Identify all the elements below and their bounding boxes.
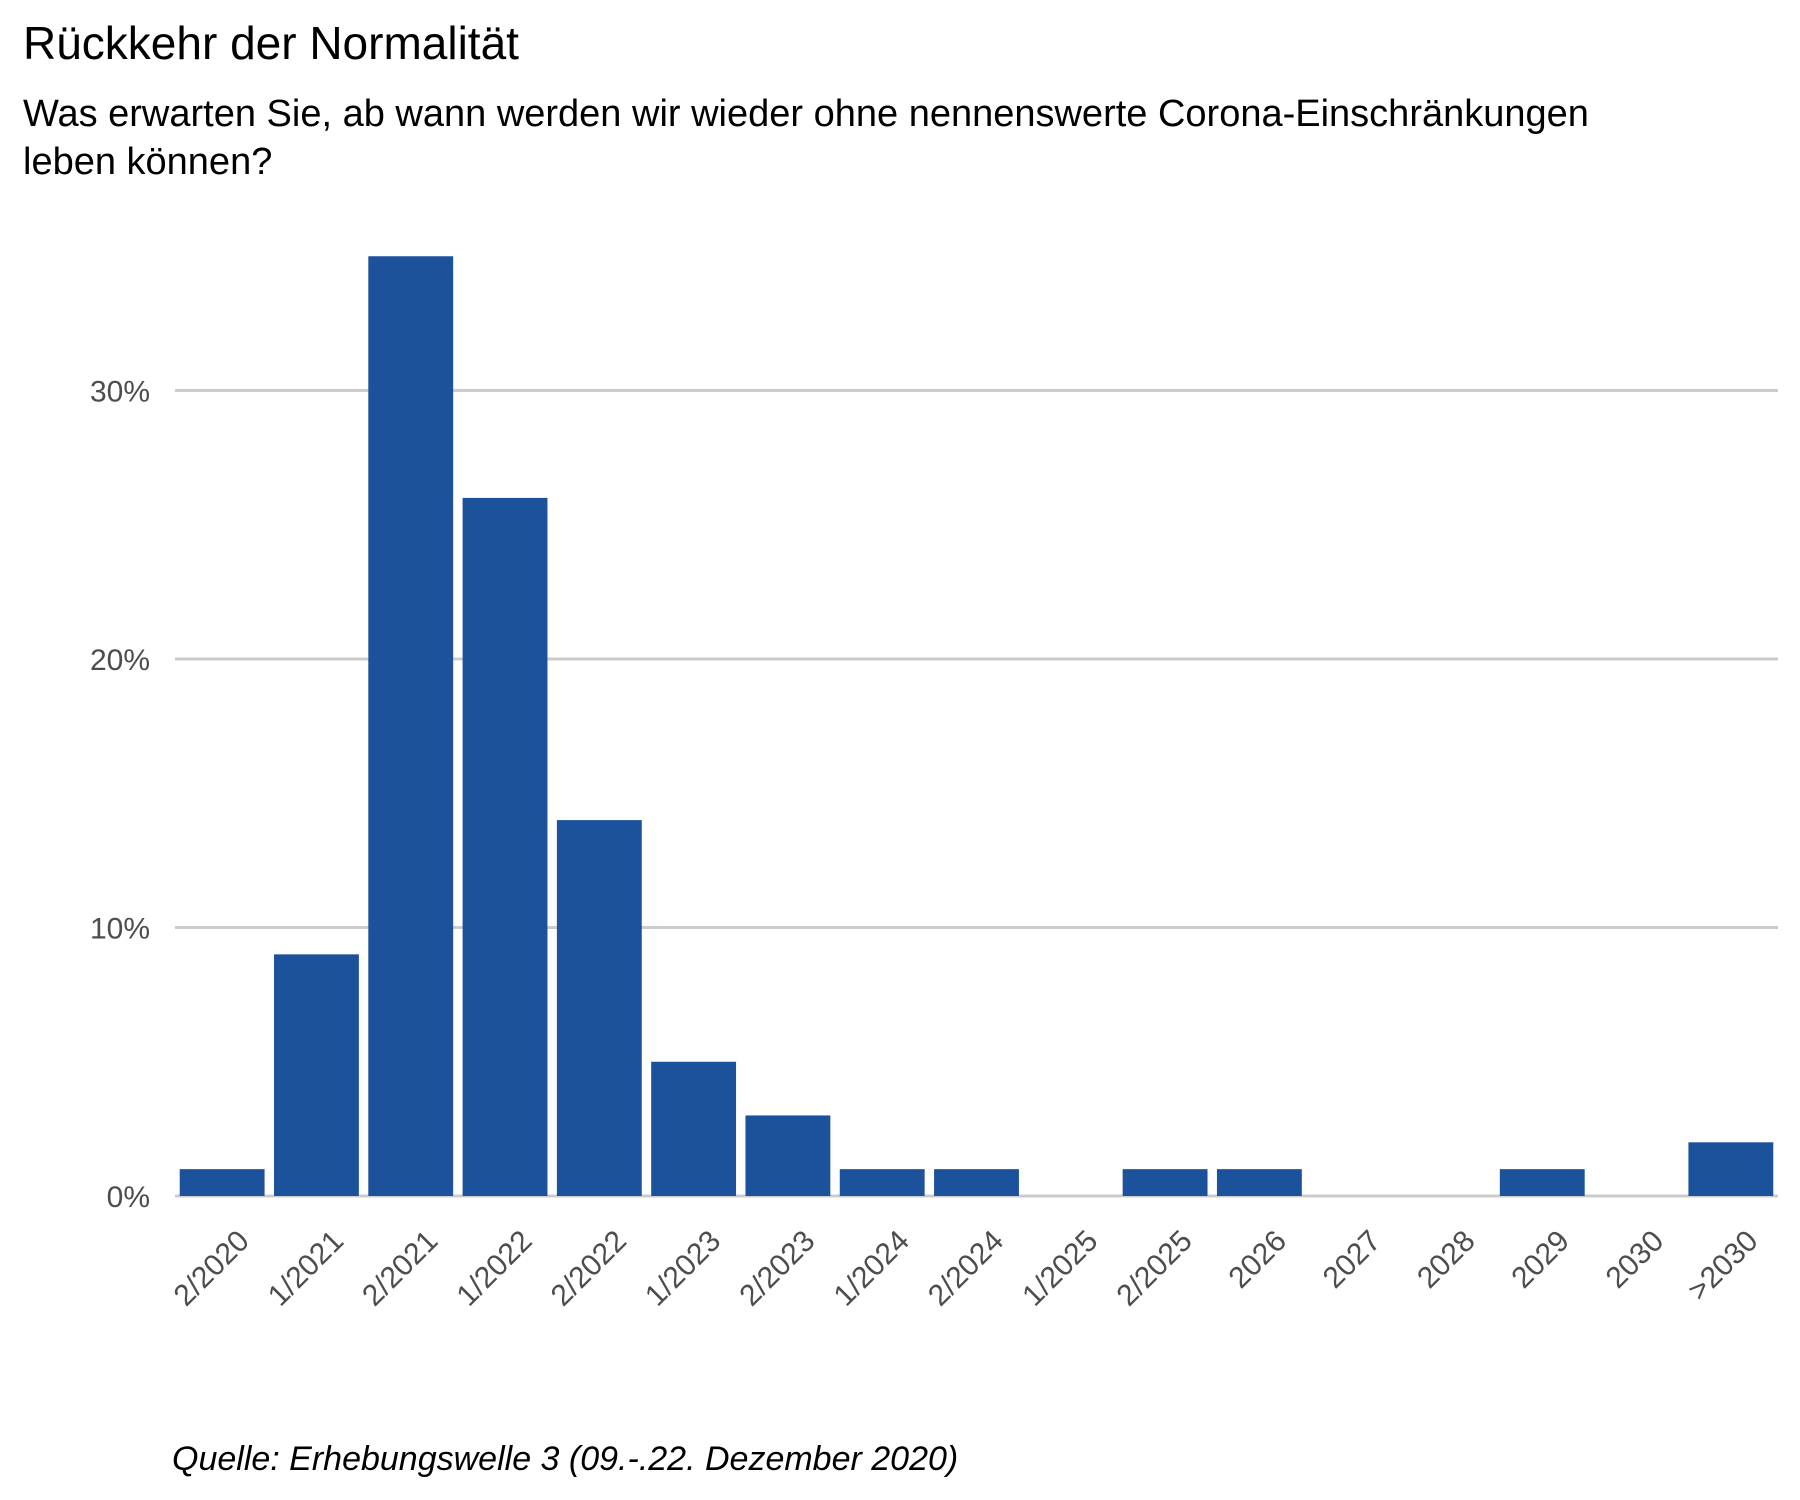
x-axis-ticks: 2/2020 1/2021 2/2021 1/2022 2/2022 1/2023 2/20… xyxy=(168,1224,1765,1312)
chart-subtitle: Was erwarten Sie, ab wann werden wir wie… xyxy=(23,90,1800,186)
x-tick-label: 2029 xyxy=(1505,1224,1576,1295)
x-tick-label: 2/2022 xyxy=(545,1224,633,1312)
bar xyxy=(274,954,359,1196)
bars xyxy=(179,256,1774,1196)
bar xyxy=(934,1169,1019,1196)
bar xyxy=(1688,1142,1774,1196)
y-tick-label: 20% xyxy=(90,644,150,677)
x-tick-label: 2/2023 xyxy=(733,1224,821,1312)
chart-subtitle-line-2: leben können? xyxy=(23,141,273,183)
bar xyxy=(462,497,548,1196)
bar xyxy=(745,1115,831,1196)
chart-subtitle-line-1: Was erwarten Sie, ab wann werden wir wie… xyxy=(23,93,1589,135)
x-tick-label: 1/2023 xyxy=(639,1224,727,1312)
x-tick-label: 1/2024 xyxy=(828,1224,916,1312)
chart-title: Rückkehr der Normalität xyxy=(23,17,519,69)
x-tick-label: 2/2025 xyxy=(1111,1224,1199,1312)
x-tick-label: 2026 xyxy=(1223,1224,1294,1295)
x-tick-label: 2/2020 xyxy=(168,1224,256,1312)
bar xyxy=(368,256,454,1196)
y-axis-ticks: 0% 10% 20% 30% xyxy=(90,376,150,1215)
x-tick-label: 2028 xyxy=(1411,1224,1482,1295)
x-tick-label: 1/2022 xyxy=(450,1224,538,1312)
x-tick-label: 2/2024 xyxy=(922,1224,1010,1312)
bar xyxy=(1122,1169,1208,1196)
x-tick-label: 2030 xyxy=(1600,1224,1671,1295)
x-tick-label: >2030 xyxy=(1682,1224,1765,1307)
bar xyxy=(839,1169,925,1196)
x-tick-label: 2027 xyxy=(1317,1224,1388,1295)
bar xyxy=(1499,1169,1585,1196)
bar xyxy=(1216,1169,1302,1196)
bar xyxy=(651,1061,737,1196)
x-tick-label: 1/2025 xyxy=(1016,1224,1104,1312)
y-tick-label: 10% xyxy=(90,913,150,946)
bar xyxy=(179,1169,265,1196)
chart-caption: Quelle: Erhebungswelle 3 (09.-.22. Dezem… xyxy=(172,1440,959,1478)
x-tick-label: 2/2021 xyxy=(356,1224,444,1312)
y-tick-label: 30% xyxy=(90,376,150,409)
x-tick-label: 1/2021 xyxy=(262,1224,350,1312)
bar xyxy=(556,820,642,1196)
y-tick-label: 0% xyxy=(107,1181,150,1214)
